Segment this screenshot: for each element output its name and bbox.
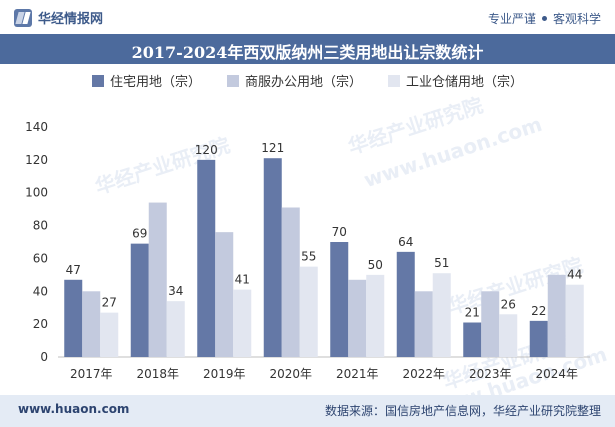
legend-swatch-industrial: [388, 74, 400, 87]
data-label: 34: [168, 284, 183, 298]
data-label: 47: [66, 263, 81, 277]
footer-website: www.huaon.com: [18, 402, 130, 416]
legend-item-industrial: 工业仓储用地（宗）: [388, 71, 523, 90]
legend-label-residential: 住宅用地（宗）: [109, 75, 201, 90]
y-tick-label: 80: [33, 219, 48, 233]
legend-item-commercial: 商服办公用地（宗）: [226, 71, 362, 90]
data-label: 55: [301, 250, 316, 264]
bar-2-3: [299, 266, 318, 357]
brand-logo-icon: [14, 8, 32, 27]
legend-label-industrial: 工业仓储用地（宗）: [406, 75, 524, 90]
bar-2-6: [499, 314, 518, 357]
tagline: 专业严谨 客观科学: [488, 10, 601, 27]
data-label: 69: [132, 227, 147, 241]
title-bar: 2017-2024年西双版纳州三类用地出让宗数统计: [0, 34, 615, 64]
bar-0-6: [463, 322, 482, 357]
x-tick-label: 2019年: [203, 367, 246, 381]
bar-1-0: [82, 291, 101, 357]
bar-1-2: [215, 232, 234, 357]
legend-swatch-residential: [91, 74, 104, 87]
bar-2-1: [166, 301, 185, 357]
bullet-dot-icon: [541, 16, 547, 21]
x-tick-label: 2020年: [269, 367, 312, 381]
footer-source: 数据来源：国信房地产信息网，华经产业研究院整理: [324, 404, 601, 418]
bar-2-0: [100, 312, 119, 357]
bar-0-3: [263, 158, 282, 357]
bar-1-4: [348, 279, 367, 357]
bar-1-6: [481, 291, 500, 357]
brand-name: 华经情报网: [38, 12, 104, 27]
y-tick-label: 100: [25, 186, 48, 200]
data-label: 64: [398, 235, 413, 249]
data-label: 26: [501, 297, 516, 311]
data-label: 120: [195, 143, 218, 157]
bar-2-2: [233, 289, 252, 357]
y-tick-label: 20: [33, 317, 48, 331]
legend-item-residential: 住宅用地（宗）: [91, 71, 201, 90]
data-label: 51: [434, 256, 449, 270]
data-label: 44: [567, 268, 582, 282]
data-label: 121: [261, 141, 284, 155]
x-tick-label: 2024年: [535, 367, 578, 381]
footer: www.huaon.com 数据来源：国信房地产信息网，华经产业研究院整理: [0, 395, 615, 427]
data-label: 21: [465, 306, 480, 320]
y-tick-label: 0: [40, 350, 48, 364]
y-tick-label: 140: [25, 120, 48, 134]
legend-label-commercial: 商服办公用地（宗）: [244, 75, 362, 90]
y-tick-label: 60: [33, 251, 48, 265]
bar-0-1: [130, 243, 149, 357]
tagline-right: 客观科学: [552, 12, 601, 26]
bar-1-7: [547, 274, 566, 357]
chart-title: 2017-2024年西双版纳州三类用地出让宗数统计: [131, 43, 484, 62]
bar-0-5: [396, 251, 415, 357]
bar-1-5: [414, 291, 433, 357]
chart-legend: 住宅用地（宗） 商服办公用地（宗） 工业仓储用地（宗）: [0, 71, 615, 90]
data-label: 27: [102, 296, 117, 310]
x-tick-label: 2023年: [469, 367, 512, 381]
bar-1-1: [148, 202, 167, 357]
y-tick-label: 40: [33, 284, 48, 298]
bar-0-4: [330, 242, 349, 357]
x-tick-label: 2018年: [136, 367, 179, 381]
data-label: 70: [332, 225, 347, 239]
data-label: 41: [235, 273, 250, 287]
brand: 华经情报网: [14, 8, 103, 27]
data-label: 50: [368, 258, 383, 272]
data-label: 22: [531, 304, 546, 318]
x-tick-label: 2021年: [336, 367, 379, 381]
bar-0-0: [64, 279, 83, 357]
bar-1-3: [281, 207, 300, 357]
x-tick-label: 2017年: [70, 367, 113, 381]
y-tick-label: 120: [25, 153, 48, 167]
bar-2-7: [565, 284, 584, 357]
legend-swatch-commercial: [226, 74, 239, 87]
bar-2-4: [366, 274, 385, 357]
x-tick-label: 2022年: [402, 367, 445, 381]
bar-2-5: [432, 273, 451, 357]
tagline-left: 专业严谨: [487, 12, 536, 26]
bar-0-7: [529, 320, 548, 357]
bar-0-2: [197, 159, 216, 357]
top-bar: 华经情报网 专业严谨 客观科学: [0, 0, 615, 34]
